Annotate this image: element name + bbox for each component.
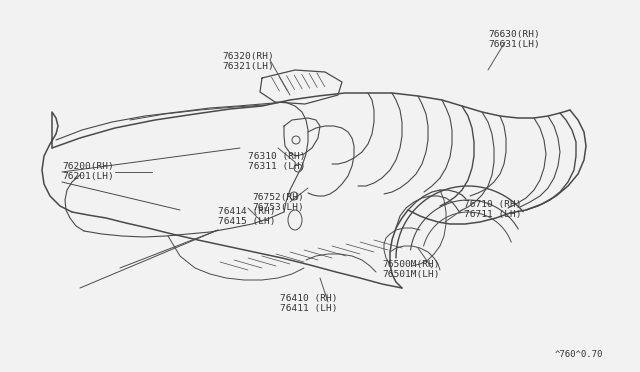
Text: 76310 (RH)
76311 (LH): 76310 (RH) 76311 (LH) — [248, 152, 305, 171]
Text: 76410 (RH)
76411 (LH): 76410 (RH) 76411 (LH) — [280, 294, 337, 313]
Text: 76500M(RH)
76501M(LH): 76500M(RH) 76501M(LH) — [382, 260, 440, 279]
Text: 76320(RH)
76321(LH): 76320(RH) 76321(LH) — [222, 52, 274, 71]
Text: 76752(RH)
76753(LH): 76752(RH) 76753(LH) — [252, 193, 304, 212]
Text: ^760^0.70: ^760^0.70 — [555, 350, 604, 359]
Text: 76414 (RH)
76415 (LH): 76414 (RH) 76415 (LH) — [218, 207, 275, 227]
Text: 76710 (RH)
76711 (LH): 76710 (RH) 76711 (LH) — [464, 200, 522, 219]
Text: 76200(RH)
76201(LH): 76200(RH) 76201(LH) — [62, 162, 114, 182]
Text: 76630(RH)
76631(LH): 76630(RH) 76631(LH) — [488, 30, 540, 49]
